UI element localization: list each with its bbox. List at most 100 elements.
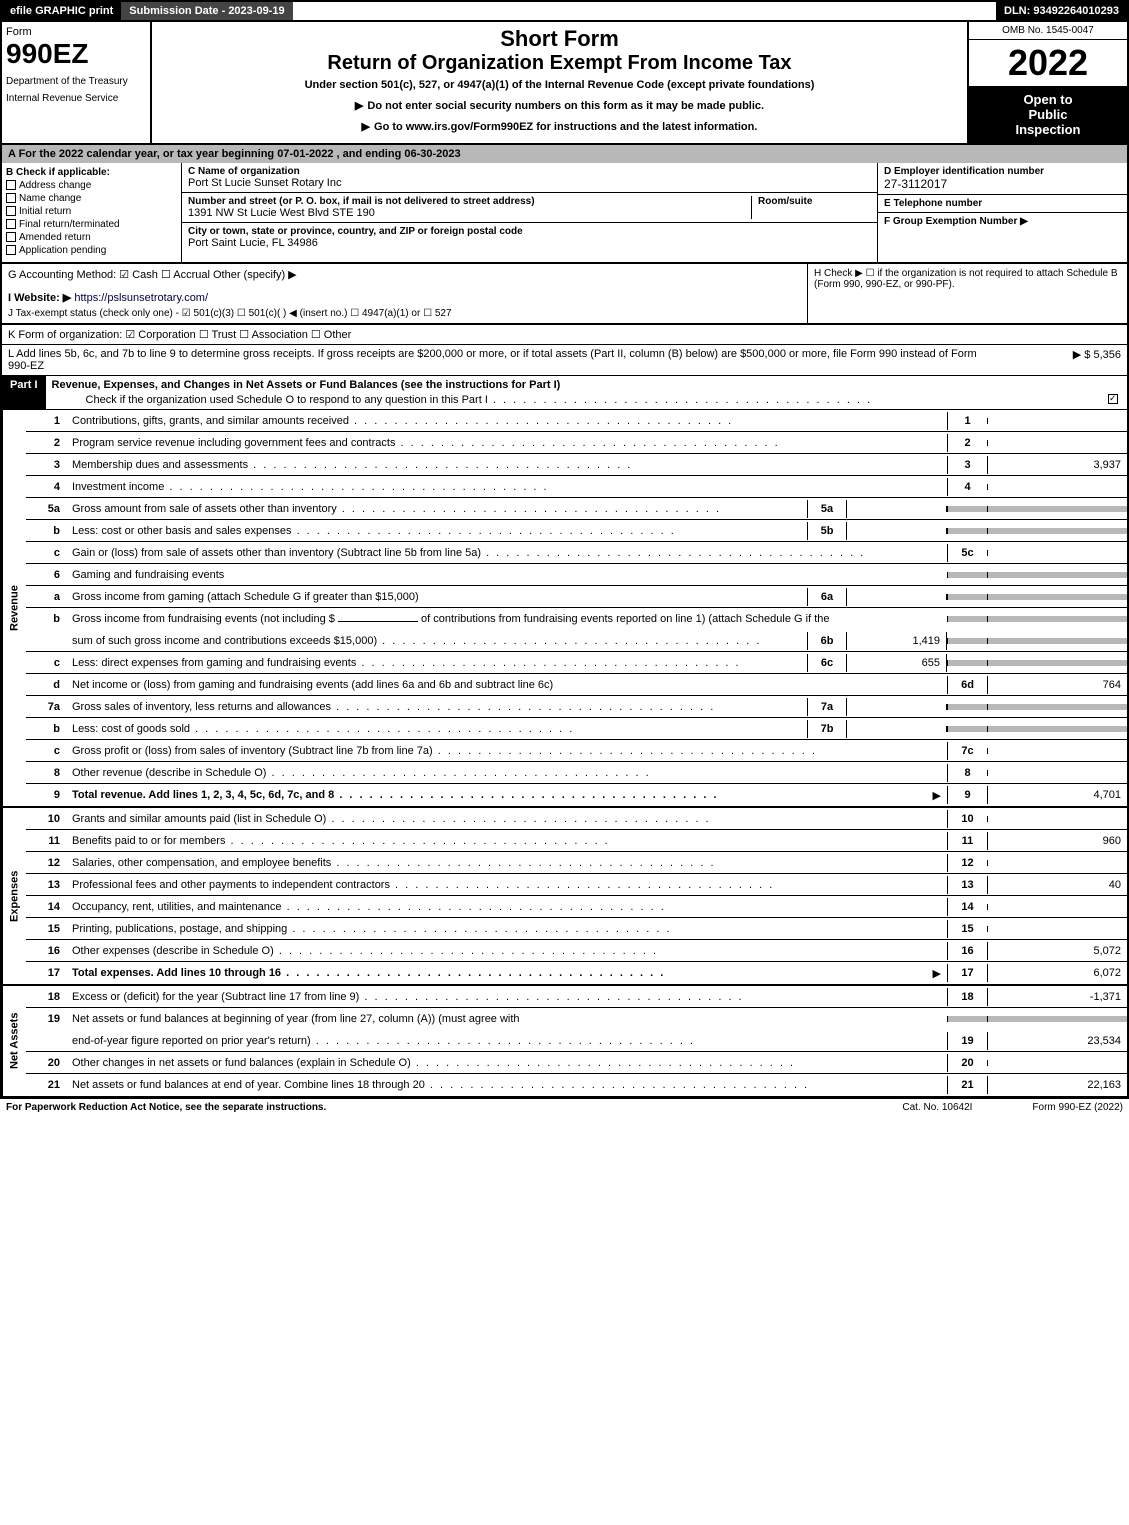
c-org-name: Port St Lucie Sunset Rotary Inc [188, 177, 341, 189]
line6a-val [847, 594, 947, 600]
inspection-box: Open to Public Inspection [969, 86, 1127, 143]
section-c: C Name of organization Port St Lucie Sun… [182, 163, 877, 262]
footer: For Paperwork Reduction Act Notice, see … [0, 1098, 1129, 1116]
c-room-label: Room/suite [758, 196, 871, 207]
line18-desc: Excess or (deficit) for the year (Subtra… [66, 988, 947, 1006]
line2-val [987, 440, 1127, 446]
efile-badge: efile GRAPHIC print [2, 2, 121, 20]
inspect-line2: Public [975, 107, 1121, 122]
revenue-table: Revenue 1Contributions, gifts, grants, a… [0, 410, 1129, 808]
line5c-val [987, 550, 1127, 556]
c-addr-label: Number and street (or P. O. box, if mail… [188, 196, 751, 207]
chk-name-change[interactable]: Name change [6, 193, 177, 204]
header-right: OMB No. 1545-0047 2022 Open to Public In… [967, 22, 1127, 143]
line20-desc: Other changes in net assets or fund bala… [66, 1054, 947, 1072]
line7b-val [847, 726, 947, 732]
line7c-desc: Gross profit or (loss) from sales of inv… [66, 742, 947, 760]
c-city: Port Saint Lucie, FL 34986 [188, 237, 523, 249]
k-form-org: K Form of organization: ☑ Corporation ☐ … [0, 325, 1129, 345]
l-gross-receipts: L Add lines 5b, 6c, and 7b to line 9 to … [0, 345, 1129, 376]
line6c-desc: Less: direct expenses from gaming and fu… [66, 654, 807, 672]
line21-val: 22,163 [987, 1076, 1127, 1094]
line5c-desc: Gain or (loss) from sale of assets other… [66, 544, 947, 562]
row-gh: G Accounting Method: ☑ Cash ☐ Accrual Ot… [0, 264, 1129, 325]
line19-val: 23,534 [987, 1032, 1127, 1050]
line4-val [987, 484, 1127, 490]
part1-title: Revenue, Expenses, and Changes in Net As… [46, 376, 1127, 394]
c-city-label: City or town, state or province, country… [188, 226, 523, 237]
line10-desc: Grants and similar amounts paid (list in… [66, 810, 947, 828]
part1-check-text: Check if the organization used Schedule … [86, 394, 1102, 406]
no-ssn-notice: Do not enter social security numbers on … [156, 99, 963, 112]
line6b-desc1: Gross income from fundraising events (no… [66, 610, 947, 628]
l-text: L Add lines 5b, 6c, and 7b to line 9 to … [8, 348, 1001, 372]
line11-desc: Benefits paid to or for members [66, 832, 947, 850]
chk-amended[interactable]: Amended return [6, 232, 177, 243]
line20-val [987, 1060, 1127, 1066]
line6c-val: 655 [847, 654, 947, 672]
line6a-desc: Gross income from gaming (attach Schedul… [66, 588, 807, 606]
line1-desc: Contributions, gifts, grants, and simila… [66, 412, 947, 430]
header-block: Form 990EZ Department of the Treasury In… [0, 22, 1129, 145]
dln: DLN: 93492264010293 [996, 2, 1127, 20]
line13-val: 40 [987, 876, 1127, 894]
line8-val [987, 770, 1127, 776]
line12-desc: Salaries, other compensation, and employ… [66, 854, 947, 872]
line7b-desc: Less: cost of goods sold [66, 720, 807, 738]
line6d-val: 764 [987, 676, 1127, 694]
line6d-desc: Net income or (loss) from gaming and fun… [66, 676, 947, 694]
line1-val [987, 418, 1127, 424]
line15-val [987, 926, 1127, 932]
j-tax-exempt: J Tax-exempt status (check only one) - ☑… [8, 308, 801, 319]
goto-link[interactable]: Go to www.irs.gov/Form990EZ for instruct… [156, 120, 963, 133]
line14-desc: Occupancy, rent, utilities, and maintena… [66, 898, 947, 916]
line21-desc: Net assets or fund balances at end of ye… [66, 1076, 947, 1094]
line16-desc: Other expenses (describe in Schedule O) [66, 942, 947, 960]
f-label: F Group Exemption Number ▶ [884, 216, 1121, 227]
l-amount: ▶ $ 5,356 [1001, 348, 1121, 372]
chk-final-return[interactable]: Final return/terminated [6, 219, 177, 230]
form-label: Form [6, 26, 146, 38]
line7a-desc: Gross sales of inventory, less returns a… [66, 698, 807, 716]
b-label: B Check if applicable: [6, 167, 177, 178]
section-def: D Employer identification number 27-3112… [877, 163, 1127, 262]
chk-initial-return[interactable]: Initial return [6, 206, 177, 217]
header-mid: Short Form Return of Organization Exempt… [152, 22, 967, 143]
line17-val: 6,072 [987, 964, 1127, 982]
line6-desc: Gaming and fundraising events [66, 566, 947, 584]
website-link[interactable]: https://pslsunsetrotary.com/ [74, 292, 208, 304]
section-a: A For the 2022 calendar year, or tax yea… [0, 145, 1129, 163]
revenue-side-label: Revenue [2, 410, 26, 806]
g-accounting: G Accounting Method: ☑ Cash ☐ Accrual Ot… [8, 268, 801, 281]
footer-right: Form 990-EZ (2022) [1032, 1102, 1123, 1113]
i-website: I Website: ▶ https://pslsunsetrotary.com… [8, 291, 801, 304]
h-schedule-b: H Check ▶ ☐ if the organization is not r… [807, 264, 1127, 323]
chk-address-change[interactable]: Address change [6, 180, 177, 191]
line2-desc: Program service revenue including govern… [66, 434, 947, 452]
block-bcdef: B Check if applicable: Address change Na… [0, 163, 1129, 264]
e-label: E Telephone number [884, 198, 1121, 209]
dept-treasury: Department of the Treasury [6, 76, 146, 87]
section-b: B Check if applicable: Address change Na… [2, 163, 182, 262]
line19-desc1: Net assets or fund balances at beginning… [66, 1010, 947, 1028]
c-addr: 1391 NW St Lucie West Blvd STE 190 [188, 207, 751, 219]
submission-date: Submission Date - 2023-09-19 [121, 2, 292, 20]
part1-header: Part I Revenue, Expenses, and Changes in… [0, 376, 1129, 410]
line18-val: -1,371 [987, 988, 1127, 1006]
line5b-desc: Less: cost or other basis and sales expe… [66, 522, 807, 540]
netassets-table: Net Assets 18Excess or (deficit) for the… [0, 986, 1129, 1098]
form-number: 990EZ [6, 38, 146, 70]
part1-badge: Part I [2, 376, 46, 409]
inspect-line1: Open to [975, 92, 1121, 107]
line14-val [987, 904, 1127, 910]
chk-app-pending[interactable]: Application pending [6, 245, 177, 256]
line4-desc: Investment income [66, 478, 947, 496]
inspect-line3: Inspection [975, 122, 1121, 137]
line12-val [987, 860, 1127, 866]
line6b-val: 1,419 [847, 632, 947, 650]
line3-desc: Membership dues and assessments [66, 456, 947, 474]
part1-checkbox[interactable] [1108, 394, 1118, 404]
line7a-val [847, 704, 947, 710]
line6b-desc3: sum of such gross income and contributio… [66, 632, 807, 650]
line17-desc: Total expenses. Add lines 10 through 16 [66, 964, 927, 982]
